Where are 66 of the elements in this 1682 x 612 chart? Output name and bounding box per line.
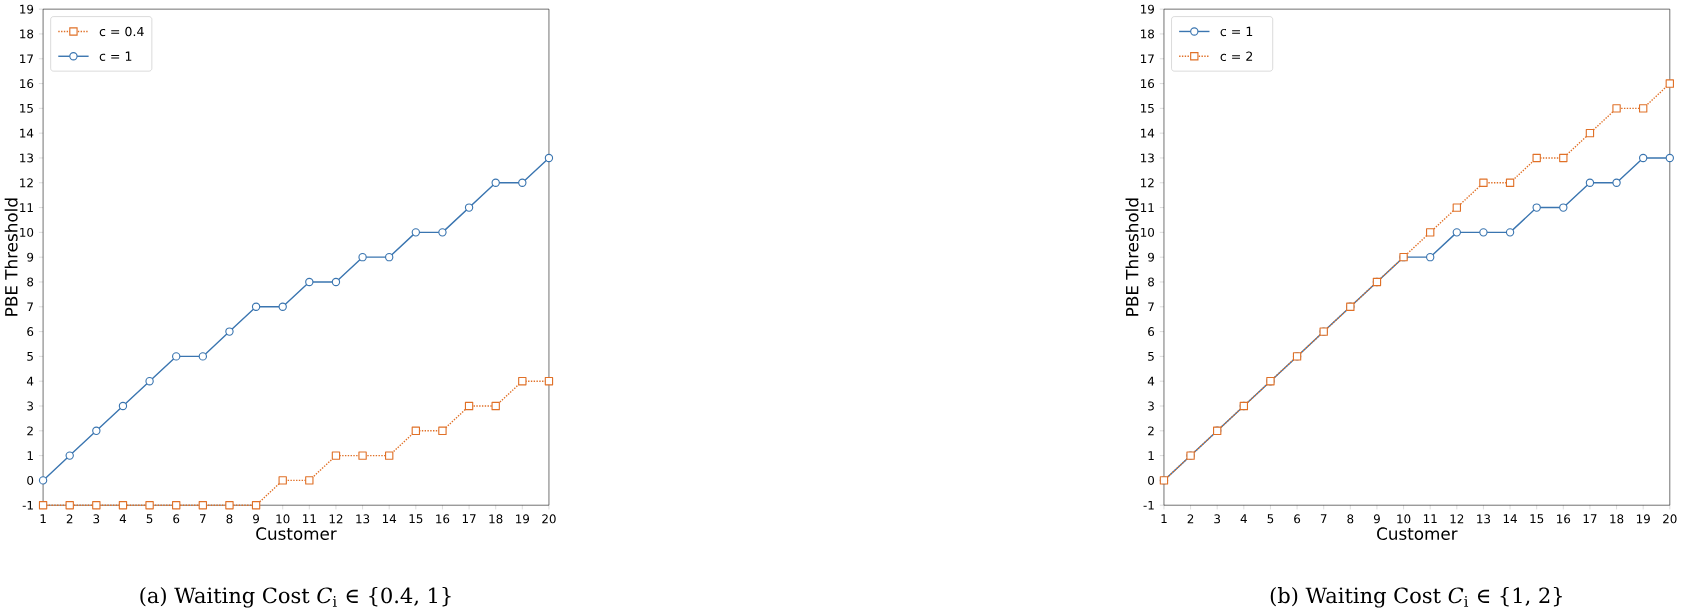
- point: [411, 426, 421, 435]
- point: [118, 500, 128, 510]
- point: [251, 302, 261, 311]
- point: [278, 302, 287, 311]
- point: [331, 451, 341, 460]
- point: [1612, 178, 1621, 187]
- point: [1452, 203, 1462, 212]
- point: [251, 500, 261, 510]
- point: [385, 252, 394, 262]
- point: [518, 178, 527, 187]
- point: [65, 500, 74, 510]
- point: [1505, 178, 1515, 187]
- point: [1479, 178, 1488, 187]
- point: [1638, 153, 1648, 163]
- y-axis-title: PBE Threshold: [1125, 198, 1139, 316]
- point: [411, 228, 421, 237]
- point: [331, 277, 341, 287]
- point: [1612, 104, 1621, 113]
- point: [438, 228, 447, 237]
- point: [438, 426, 447, 435]
- point: [1585, 128, 1595, 138]
- point: [1479, 228, 1488, 237]
- point: [278, 476, 287, 485]
- point: [172, 352, 181, 361]
- point: [1559, 203, 1568, 212]
- point: [544, 376, 554, 386]
- point: [358, 252, 367, 262]
- point: [385, 451, 394, 460]
- point: [172, 500, 181, 510]
- point: [145, 500, 154, 510]
- point: [1638, 104, 1648, 113]
- point: [38, 476, 48, 485]
- point: [198, 352, 208, 361]
- point: [92, 500, 101, 510]
- point: [225, 500, 234, 510]
- point: [65, 451, 74, 460]
- point: [225, 327, 234, 336]
- point: [145, 376, 154, 386]
- point: [1452, 228, 1462, 237]
- point: [1532, 153, 1541, 163]
- point: [92, 426, 101, 435]
- point: [1426, 252, 1435, 262]
- point: [544, 153, 554, 163]
- y-axis-title: PBE Threshold: [4, 198, 18, 316]
- point: [491, 401, 500, 411]
- point: [1505, 228, 1515, 237]
- x-axis-title: Customer: [256, 527, 337, 540]
- point: [1532, 203, 1541, 212]
- point: [518, 376, 527, 386]
- point: [118, 401, 128, 411]
- point: [38, 500, 48, 510]
- x-axis-title: Customer: [1377, 527, 1458, 540]
- point: [464, 401, 474, 411]
- point: [198, 500, 208, 510]
- point: [1665, 79, 1674, 88]
- point: [305, 277, 314, 287]
- point: [464, 203, 474, 212]
- text: (b) Waiting Cost C$_{i}$ ∈ {1, 2}: [1270, 586, 1562, 608]
- point: [358, 451, 367, 460]
- point: [1426, 228, 1435, 237]
- point: [1559, 153, 1568, 163]
- text: (a) Waiting Cost C$_{i}$ ∈ {0.4, 1}: [140, 586, 451, 608]
- point: [491, 178, 500, 187]
- point: [1665, 153, 1674, 163]
- point: [1585, 178, 1595, 187]
- point: [305, 476, 314, 485]
